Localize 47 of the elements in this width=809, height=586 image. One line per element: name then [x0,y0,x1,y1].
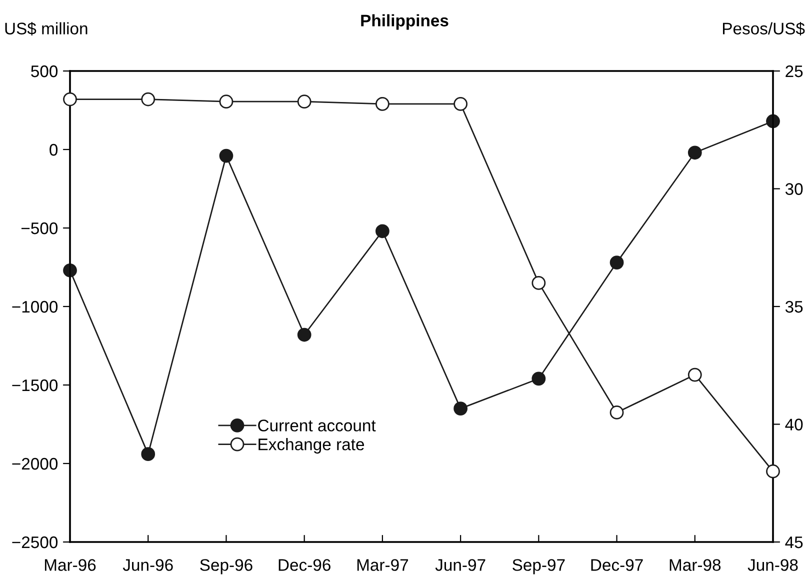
x-tick-label: Jun-98 [748,559,798,571]
y2-tick-label: 35 [785,300,803,313]
y-tick-label: −1000 [12,300,58,313]
point [219,94,234,109]
legend-label: Exchange rate [258,438,364,454]
x-tick-label: Dec-97 [591,559,643,571]
y2-tick-label: 40 [785,418,803,430]
point [766,464,780,478]
point [297,94,312,109]
point [141,447,156,462]
point [219,148,234,163]
x-tick-label: Mar-96 [44,559,96,571]
x-tick-label: Jun-97 [435,559,486,571]
y-tick-label: −500 [21,222,58,234]
x-tick-label: Sep-97 [512,559,565,574]
y-axis-title: US$ million [5,22,88,36]
y-tick-label: 0 [50,144,58,156]
point [63,92,77,106]
x-tick-label: Mar-98 [670,559,721,571]
point [454,402,468,416]
y-tick-label: −1500 [12,379,58,392]
y2-tick-label: 30 [785,183,803,195]
x-tick-label: Mar-97 [357,559,408,571]
chart-title: Philippines [361,14,448,30]
point [376,224,390,238]
y2-tick-label: 45 [785,536,803,548]
point [454,97,468,111]
y2-tick-label: 25 [786,65,803,78]
x-tick-label: Sep-96 [200,559,252,574]
point [532,276,546,290]
x-tick-label: Jun-96 [122,559,173,571]
point [532,372,546,386]
point [688,368,702,382]
point [63,263,77,278]
x-tick-label: Dec-96 [278,559,330,571]
y-tick-label: −2000 [12,458,58,470]
point [688,146,702,160]
y-tick-label: 500 [31,65,58,78]
point [766,114,780,128]
point [376,97,390,111]
point [610,256,624,270]
point [141,92,156,106]
y-tick-label: −2500 [12,536,58,548]
point [610,406,624,420]
legend-label: Current account [258,420,376,432]
y2-axis-title: Pesos/US$ [722,22,805,36]
point [297,328,312,342]
